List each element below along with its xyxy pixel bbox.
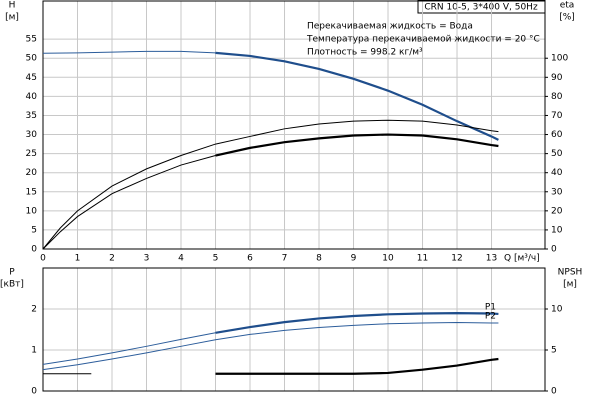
curve <box>215 51 499 141</box>
annotation: Плотность = 998.2 кг/м³ <box>307 48 423 58</box>
annotation: Температура перекачиваемой жидкости = 20… <box>306 35 540 45</box>
y-tick-label: 10 <box>26 206 38 216</box>
y2-tick-label: 30 <box>551 187 563 197</box>
y-label: H <box>9 1 16 11</box>
y-tick-label: 35 <box>26 111 37 121</box>
curve <box>42 119 499 250</box>
x-tick-label: 3 <box>144 254 150 264</box>
y2-tick-label: 90 <box>551 73 563 83</box>
y2-tick-label: 10 <box>551 225 563 235</box>
curve <box>215 133 499 157</box>
annotation: Перекачиваемая жидкость = Вода <box>307 22 473 32</box>
curve <box>215 357 499 375</box>
y2-tick-label: 20 <box>551 206 563 216</box>
y-tick-label: 40 <box>26 92 38 102</box>
curve <box>42 50 216 54</box>
x-tick-label: 13 <box>486 254 497 264</box>
y2-label: eta <box>560 1 575 11</box>
x-tick-label: 7 <box>282 254 288 264</box>
y2-tick-label: 0 <box>551 387 557 397</box>
x-tick-label: 11 <box>417 254 428 264</box>
y2-tick-label: 80 <box>551 92 563 102</box>
x-tick-label: 0 <box>40 254 46 264</box>
x-tick-label: 8 <box>316 254 322 264</box>
y2-tick-label: 10 <box>551 305 563 315</box>
x-tick-label: 10 <box>382 254 394 264</box>
x-tick-label: 6 <box>247 254 253 264</box>
y-label: P <box>9 268 15 278</box>
chart-title: CRN 10-5, 3*400 V, 50Hz <box>424 3 538 13</box>
y2-tick-label: 5 <box>551 346 557 356</box>
x-tick-label: 9 <box>351 254 357 264</box>
y-unit: [кВт] <box>0 280 24 290</box>
y2-unit: [%] <box>559 13 575 23</box>
y2-tick-label: 100 <box>551 54 568 64</box>
x-tick-label: 5 <box>213 254 219 264</box>
plot-frame <box>42 267 546 392</box>
y-tick-label: 0 <box>31 387 37 397</box>
plot-frame <box>42 0 546 250</box>
y2-tick-label: 60 <box>551 130 563 140</box>
y2-tick-label: 50 <box>551 149 563 159</box>
y-tick-label: 0 <box>31 245 37 255</box>
x-tick-label: 2 <box>109 254 115 264</box>
x-label: Q [м³/ч] <box>504 254 540 264</box>
y2-tick-label: 40 <box>551 168 563 178</box>
curve <box>42 332 216 365</box>
y-tick-label: 45 <box>26 73 37 83</box>
x-tick-label: 4 <box>178 254 184 264</box>
curve <box>215 311 499 334</box>
curve <box>42 155 216 250</box>
curve <box>42 322 499 371</box>
y-tick-label: 50 <box>26 54 38 64</box>
y2-unit: [м] <box>563 280 577 290</box>
y2-label: NPSH <box>558 268 583 278</box>
x-tick-label: 12 <box>451 254 462 264</box>
y-tick-label: 55 <box>26 35 37 45</box>
series-label: P1 <box>485 302 496 312</box>
y-tick-label: 20 <box>26 168 38 178</box>
y-tick-label: 1 <box>31 346 37 356</box>
y-unit: [м] <box>5 13 19 23</box>
y-tick-label: 2 <box>31 305 37 315</box>
y2-tick-label: 0 <box>551 245 557 255</box>
y-tick-label: 30 <box>26 130 38 140</box>
y-tick-label: 15 <box>26 187 37 197</box>
series-label: P2 <box>485 311 496 321</box>
x-tick-label: 1 <box>75 254 81 264</box>
y2-tick-label: 70 <box>551 111 563 121</box>
y-tick-label: 25 <box>26 149 37 159</box>
y-tick-label: 5 <box>31 225 37 235</box>
